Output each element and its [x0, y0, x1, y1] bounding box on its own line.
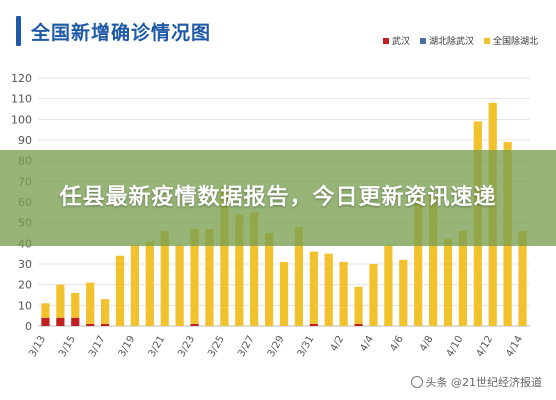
- bar-national-ex-hubei: [443, 239, 453, 326]
- bar-national-ex-hubei: [339, 261, 348, 326]
- headline-text: 任县最新疫情数据报告，今日更新资讯速递: [59, 185, 497, 210]
- y-tick-label: 20: [18, 279, 32, 292]
- legend-item-hubei: 湖北除武汉: [419, 34, 474, 47]
- bar-national-ex-hubei: [384, 245, 393, 326]
- bar-national-ex-hubei: [428, 195, 438, 326]
- legend-label-hubei: 湖北除武汉: [428, 37, 474, 47]
- bar-national-ex-hubei: [220, 187, 229, 326]
- legend-swatch-hubei: [419, 37, 426, 44]
- x-tick-label: 3/15: [57, 334, 78, 359]
- bar-wuhan: [309, 323, 318, 326]
- x-tick-label: 3/27: [236, 334, 257, 359]
- watermark-camera-icon: [410, 376, 423, 388]
- bar-national-ex-hubei: [235, 214, 244, 326]
- legend-label-wuhan: 武汉: [391, 37, 410, 47]
- x-tick-label: 4/8: [418, 334, 436, 353]
- bar-national-ex-hubei: [71, 292, 80, 318]
- x-tick-label: 4/2: [329, 334, 347, 353]
- bar-national-ex-hubei: [160, 230, 169, 326]
- bar-wuhan: [100, 323, 110, 326]
- bar-wuhan: [41, 317, 50, 326]
- x-tick-label: 4/12: [475, 334, 496, 359]
- y-tick-label: 0: [25, 320, 32, 333]
- bar-national-ex-hubei: [309, 251, 318, 324]
- bar-national-ex-hubei: [369, 264, 378, 326]
- bar-national-ex-hubei: [56, 284, 65, 318]
- bar-wuhan: [71, 317, 80, 326]
- chart-header: 全国新增确诊情况图: [16, 14, 211, 48]
- legend-swatch-wuhan: [382, 37, 389, 44]
- x-tick-label: 4/10: [445, 334, 466, 359]
- bar-national-ex-hubei: [115, 255, 125, 326]
- bar-national-ex-hubei: [354, 286, 363, 324]
- bar-wuhan: [190, 323, 199, 326]
- x-tick-label: 3/29: [266, 334, 287, 359]
- bar-wuhan: [354, 323, 363, 326]
- x-tick-label: 4/6: [388, 334, 406, 353]
- x-tick-label: 3/31: [296, 334, 317, 359]
- bar-national-ex-hubei: [324, 253, 333, 326]
- bar-national-ex-hubei: [399, 259, 408, 326]
- bar-national-ex-hubei: [175, 245, 184, 326]
- bar-national-ex-hubei: [458, 230, 468, 326]
- y-tick-label: 100: [11, 113, 32, 126]
- bar-national-ex-hubei: [205, 228, 214, 326]
- chart-legend: 武汉 湖北除武汉 全国除湖北: [382, 34, 538, 47]
- bar-national-ex-hubei: [264, 233, 274, 326]
- x-tick-label: 4/14: [504, 334, 525, 359]
- y-tick-label: 10: [18, 299, 32, 312]
- x-tick-label: 3/13: [27, 334, 48, 359]
- bar-national-ex-hubei: [86, 282, 95, 324]
- x-tick-label: 3/23: [176, 334, 197, 359]
- title-accent-bar: [16, 16, 21, 46]
- y-tick-label: 30: [18, 258, 32, 271]
- bar-wuhan: [86, 323, 95, 326]
- bar-national-ex-hubei: [414, 197, 423, 326]
- y-tick-label: 90: [18, 134, 32, 147]
- y-tick-label: 110: [11, 93, 32, 106]
- bar-national-ex-hubei: [145, 241, 154, 326]
- bar-national-ex-hubei: [279, 261, 289, 326]
- watermark: 头条 @21世纪经济报道: [410, 374, 543, 390]
- x-tick-label: 3/21: [147, 334, 168, 359]
- watermark-text: 头条 @21世纪经济报道: [425, 376, 543, 389]
- x-tick-label: 3/25: [206, 334, 227, 359]
- bar-national-ex-hubei: [41, 303, 50, 318]
- bar-national-ex-hubei: [518, 230, 527, 326]
- x-tick-label: 4/4: [358, 334, 376, 353]
- headline-banner: 任县最新疫情数据报告，今日更新资讯速递: [0, 150, 556, 246]
- chart-title: 全国新增确诊情况图: [31, 21, 212, 44]
- x-tick-label: 3/19: [117, 334, 138, 359]
- legend-swatch-national: [483, 37, 490, 44]
- bar-national-ex-hubei: [250, 212, 259, 326]
- legend-item-national: 全国除湖北: [483, 34, 538, 47]
- bar-national-ex-hubei: [130, 245, 140, 326]
- bar-wuhan: [56, 317, 65, 326]
- y-tick-label: 120: [11, 72, 32, 85]
- bar-national-ex-hubei: [190, 228, 199, 324]
- x-tick-label: 3/17: [87, 334, 108, 359]
- bar-national-ex-hubei: [294, 226, 304, 326]
- bar-national-ex-hubei: [100, 299, 110, 324]
- legend-item-wuhan: 武汉: [382, 34, 410, 47]
- legend-label-national: 全国除湖北: [492, 37, 538, 47]
